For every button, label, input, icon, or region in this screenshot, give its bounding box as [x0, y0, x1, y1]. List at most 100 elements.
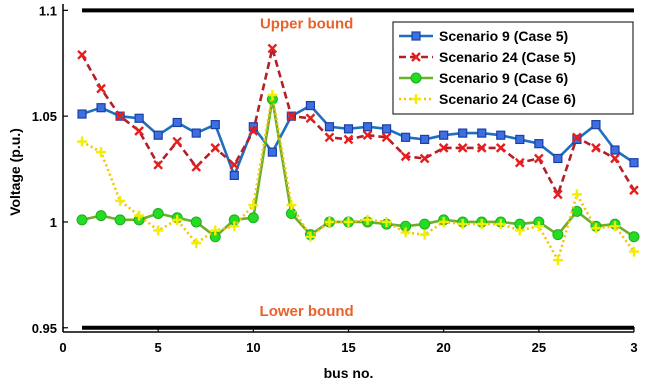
data-point [153, 225, 164, 236]
x-tick-label: 15 [341, 340, 355, 355]
data-point [96, 147, 107, 158]
data-point [229, 170, 239, 181]
data-point [401, 132, 411, 142]
data-point [153, 130, 163, 140]
data-point [476, 219, 487, 230]
legend-label: Scenario 9 (Case 5) [439, 28, 568, 44]
data-point [267, 43, 278, 54]
data-point [628, 231, 640, 243]
data-point [77, 136, 88, 147]
data-point [438, 216, 449, 227]
data-point [457, 143, 468, 153]
x-tick-label: 20 [436, 340, 450, 355]
data-point [362, 214, 373, 225]
bound-label: Lower bound [260, 303, 354, 320]
data-point [191, 162, 202, 172]
series-line [81, 104, 635, 177]
data-point [381, 132, 392, 143]
data-point [324, 122, 335, 132]
data-point [191, 238, 202, 249]
legend-marker [411, 52, 421, 62]
y-tick-label: 0.95 [32, 321, 57, 336]
data-point [267, 147, 277, 157]
bounds-layer: Upper bound Lower bound [82, 8, 634, 330]
legend-marker [410, 72, 422, 84]
x-axis-label: bus no. [324, 365, 374, 381]
data-point [96, 83, 106, 94]
data-point [591, 120, 601, 130]
y-axis-label: Voltage (p.u.) [7, 128, 23, 216]
data-point [552, 255, 563, 266]
legend-box [392, 21, 634, 115]
data-point [362, 130, 373, 141]
data-point [305, 100, 316, 111]
data-point [381, 216, 392, 227]
data-point [495, 143, 506, 153]
data-point [134, 126, 144, 136]
data-point [153, 159, 164, 170]
data-point [610, 153, 620, 164]
data-point [362, 122, 373, 132]
data-point [248, 126, 259, 136]
data-point [609, 221, 620, 232]
data-point [247, 212, 259, 224]
y-tick-label: 1 [50, 215, 57, 230]
data-point [495, 219, 506, 230]
data-point [552, 229, 564, 241]
series-layer [76, 43, 640, 266]
data-point [476, 143, 487, 153]
data-point [458, 128, 468, 138]
data-point [210, 120, 220, 130]
data-point [457, 219, 468, 230]
data-point [77, 49, 87, 60]
data-point [96, 103, 106, 113]
data-point [572, 132, 582, 143]
series-2 [77, 43, 639, 200]
data-point [629, 185, 639, 196]
data-point [419, 229, 430, 240]
legend-marker [411, 31, 421, 41]
data-point [343, 124, 354, 134]
data-point [419, 153, 430, 164]
data-point [496, 130, 506, 140]
data-point [248, 200, 259, 211]
data-point [267, 89, 278, 100]
x-tick-label: 0 [59, 340, 66, 355]
data-point [77, 109, 87, 119]
data-point [305, 113, 316, 124]
data-point [324, 132, 335, 143]
data-point [629, 246, 639, 257]
data-point [590, 223, 601, 234]
data-point [419, 218, 431, 230]
series-line [81, 97, 635, 239]
data-point [210, 225, 221, 236]
data-point [514, 225, 525, 236]
data-point [76, 214, 88, 226]
x-tick-label: 3 [630, 340, 637, 355]
x-tick-label: 10 [246, 340, 260, 355]
data-point [533, 221, 544, 232]
y-tick-label: 1.05 [32, 109, 57, 124]
data-point [534, 139, 544, 149]
legend-label: Scenario 24 (Case 5) [439, 49, 576, 65]
data-point [591, 143, 601, 153]
data-point [553, 153, 563, 164]
data-point [629, 158, 639, 168]
data-point [305, 231, 316, 242]
data-point [134, 113, 144, 123]
x-tick-label: 5 [155, 340, 162, 355]
axes-layer: 0 5 10 15 20 25 3 0.95 1 1.05 1.1 [32, 3, 638, 355]
data-point [420, 134, 430, 145]
data-point [477, 128, 487, 138]
data-point [191, 128, 201, 138]
data-point [324, 216, 335, 227]
data-point [381, 124, 392, 134]
data-point [95, 210, 107, 222]
data-point [172, 136, 183, 147]
legend-label: Scenario 24 (Case 6) [439, 91, 576, 107]
data-point [438, 143, 449, 153]
bound-label: Upper bound [260, 15, 353, 32]
data-point [134, 210, 145, 221]
data-point [400, 227, 411, 238]
